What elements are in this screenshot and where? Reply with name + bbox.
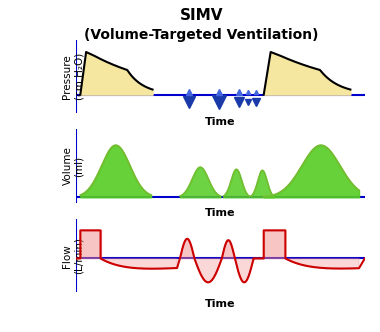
- Text: Time: Time: [205, 208, 236, 218]
- Y-axis label: Flow
(L/min): Flow (L/min): [62, 237, 84, 274]
- Text: Time: Time: [205, 299, 236, 309]
- Text: (Volume-Targeted Ventilation): (Volume-Targeted Ventilation): [84, 28, 319, 42]
- Y-axis label: Volume
(ml): Volume (ml): [62, 146, 84, 186]
- Y-axis label: Pressure
(cm H₂O): Pressure (cm H₂O): [62, 53, 84, 100]
- Text: SIMV: SIMV: [180, 8, 223, 23]
- Text: Time: Time: [205, 117, 236, 126]
